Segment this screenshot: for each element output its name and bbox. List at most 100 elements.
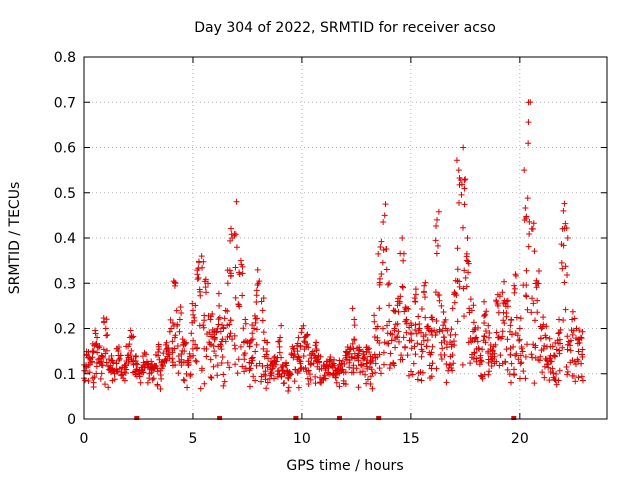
data-point <box>175 370 182 377</box>
data-point <box>384 330 391 337</box>
data-point <box>387 350 394 357</box>
data-point <box>575 374 582 381</box>
y-tick-label: 0.2 <box>54 322 76 338</box>
data-point <box>268 369 275 376</box>
data-point <box>200 324 207 331</box>
chart-title: Day 304 of 2022, SRMTID for receiver acs… <box>194 20 496 36</box>
data-point <box>258 373 265 380</box>
data-point <box>226 267 233 274</box>
data-point <box>211 348 218 355</box>
data-point <box>402 318 409 325</box>
data-point <box>485 349 492 356</box>
data-point <box>480 337 487 344</box>
data-point <box>100 354 107 361</box>
data-point <box>388 337 395 344</box>
data-point <box>526 231 533 238</box>
data-point <box>533 284 540 291</box>
data-point <box>504 303 511 310</box>
data-point <box>546 377 553 384</box>
data-point <box>113 360 120 367</box>
data-point <box>103 316 110 323</box>
data-point <box>188 330 195 337</box>
data-point <box>277 334 284 341</box>
data-point <box>567 337 574 344</box>
data-point <box>372 360 379 367</box>
data-point <box>472 335 479 342</box>
data-point <box>476 361 483 368</box>
data-point <box>217 328 224 335</box>
data-point <box>218 346 225 353</box>
data-point <box>305 344 312 351</box>
data-point <box>470 319 477 326</box>
data-point <box>529 295 536 302</box>
data-point <box>360 355 367 362</box>
data-point <box>455 167 462 174</box>
data-point <box>564 333 571 340</box>
data-point <box>556 329 563 336</box>
data-point <box>456 283 463 290</box>
data-point <box>504 297 511 304</box>
data-point <box>578 373 585 380</box>
y-tick-label: 0.6 <box>54 141 76 157</box>
data-point <box>265 355 272 362</box>
data-point <box>129 358 136 365</box>
data-point <box>192 341 199 348</box>
data-point <box>560 317 567 324</box>
data-point <box>189 319 196 326</box>
data-point <box>399 283 406 290</box>
data-point <box>287 370 294 377</box>
data-point <box>264 379 271 386</box>
data-point <box>136 367 143 374</box>
data-point <box>171 345 178 352</box>
data-point <box>553 370 560 377</box>
data-point <box>510 370 517 377</box>
data-point <box>376 339 383 346</box>
data-point <box>471 337 478 344</box>
data-point <box>564 235 571 241</box>
data-point <box>276 371 283 378</box>
data-point <box>158 375 165 382</box>
data-point <box>525 140 532 147</box>
data-point <box>160 350 167 357</box>
data-point <box>433 365 440 372</box>
data-point <box>377 370 384 377</box>
data-point <box>540 321 547 328</box>
data-point <box>92 341 99 348</box>
data-point <box>253 287 260 294</box>
data-point <box>136 373 143 380</box>
data-point <box>364 376 371 383</box>
data-point <box>193 345 200 352</box>
data-point <box>524 306 531 313</box>
data-point <box>126 341 133 348</box>
data-point <box>509 331 515 338</box>
data-point <box>555 330 562 337</box>
data-point <box>569 316 576 323</box>
data-point <box>232 294 239 301</box>
data-point <box>336 370 343 377</box>
data-point <box>93 340 100 347</box>
data-point <box>542 332 549 339</box>
data-point <box>578 360 585 367</box>
data-point <box>575 348 582 355</box>
data-point <box>550 352 557 359</box>
data-point <box>522 353 529 360</box>
y-tick-label: 0.7 <box>54 95 76 111</box>
data-point <box>420 333 427 340</box>
data-point <box>346 346 353 353</box>
data-point <box>171 282 178 289</box>
data-point <box>308 355 315 362</box>
data-point <box>562 306 569 313</box>
data-point <box>528 351 535 358</box>
data-point <box>258 378 265 385</box>
data-point <box>367 359 374 366</box>
data-point <box>105 363 112 370</box>
data-point <box>300 353 307 360</box>
data-point <box>564 368 571 375</box>
data-point <box>163 346 170 353</box>
data-point <box>556 367 563 374</box>
data-point <box>456 278 463 285</box>
data-point <box>340 380 347 387</box>
data-point <box>128 347 135 354</box>
data-point <box>190 352 197 359</box>
data-point <box>377 244 384 251</box>
